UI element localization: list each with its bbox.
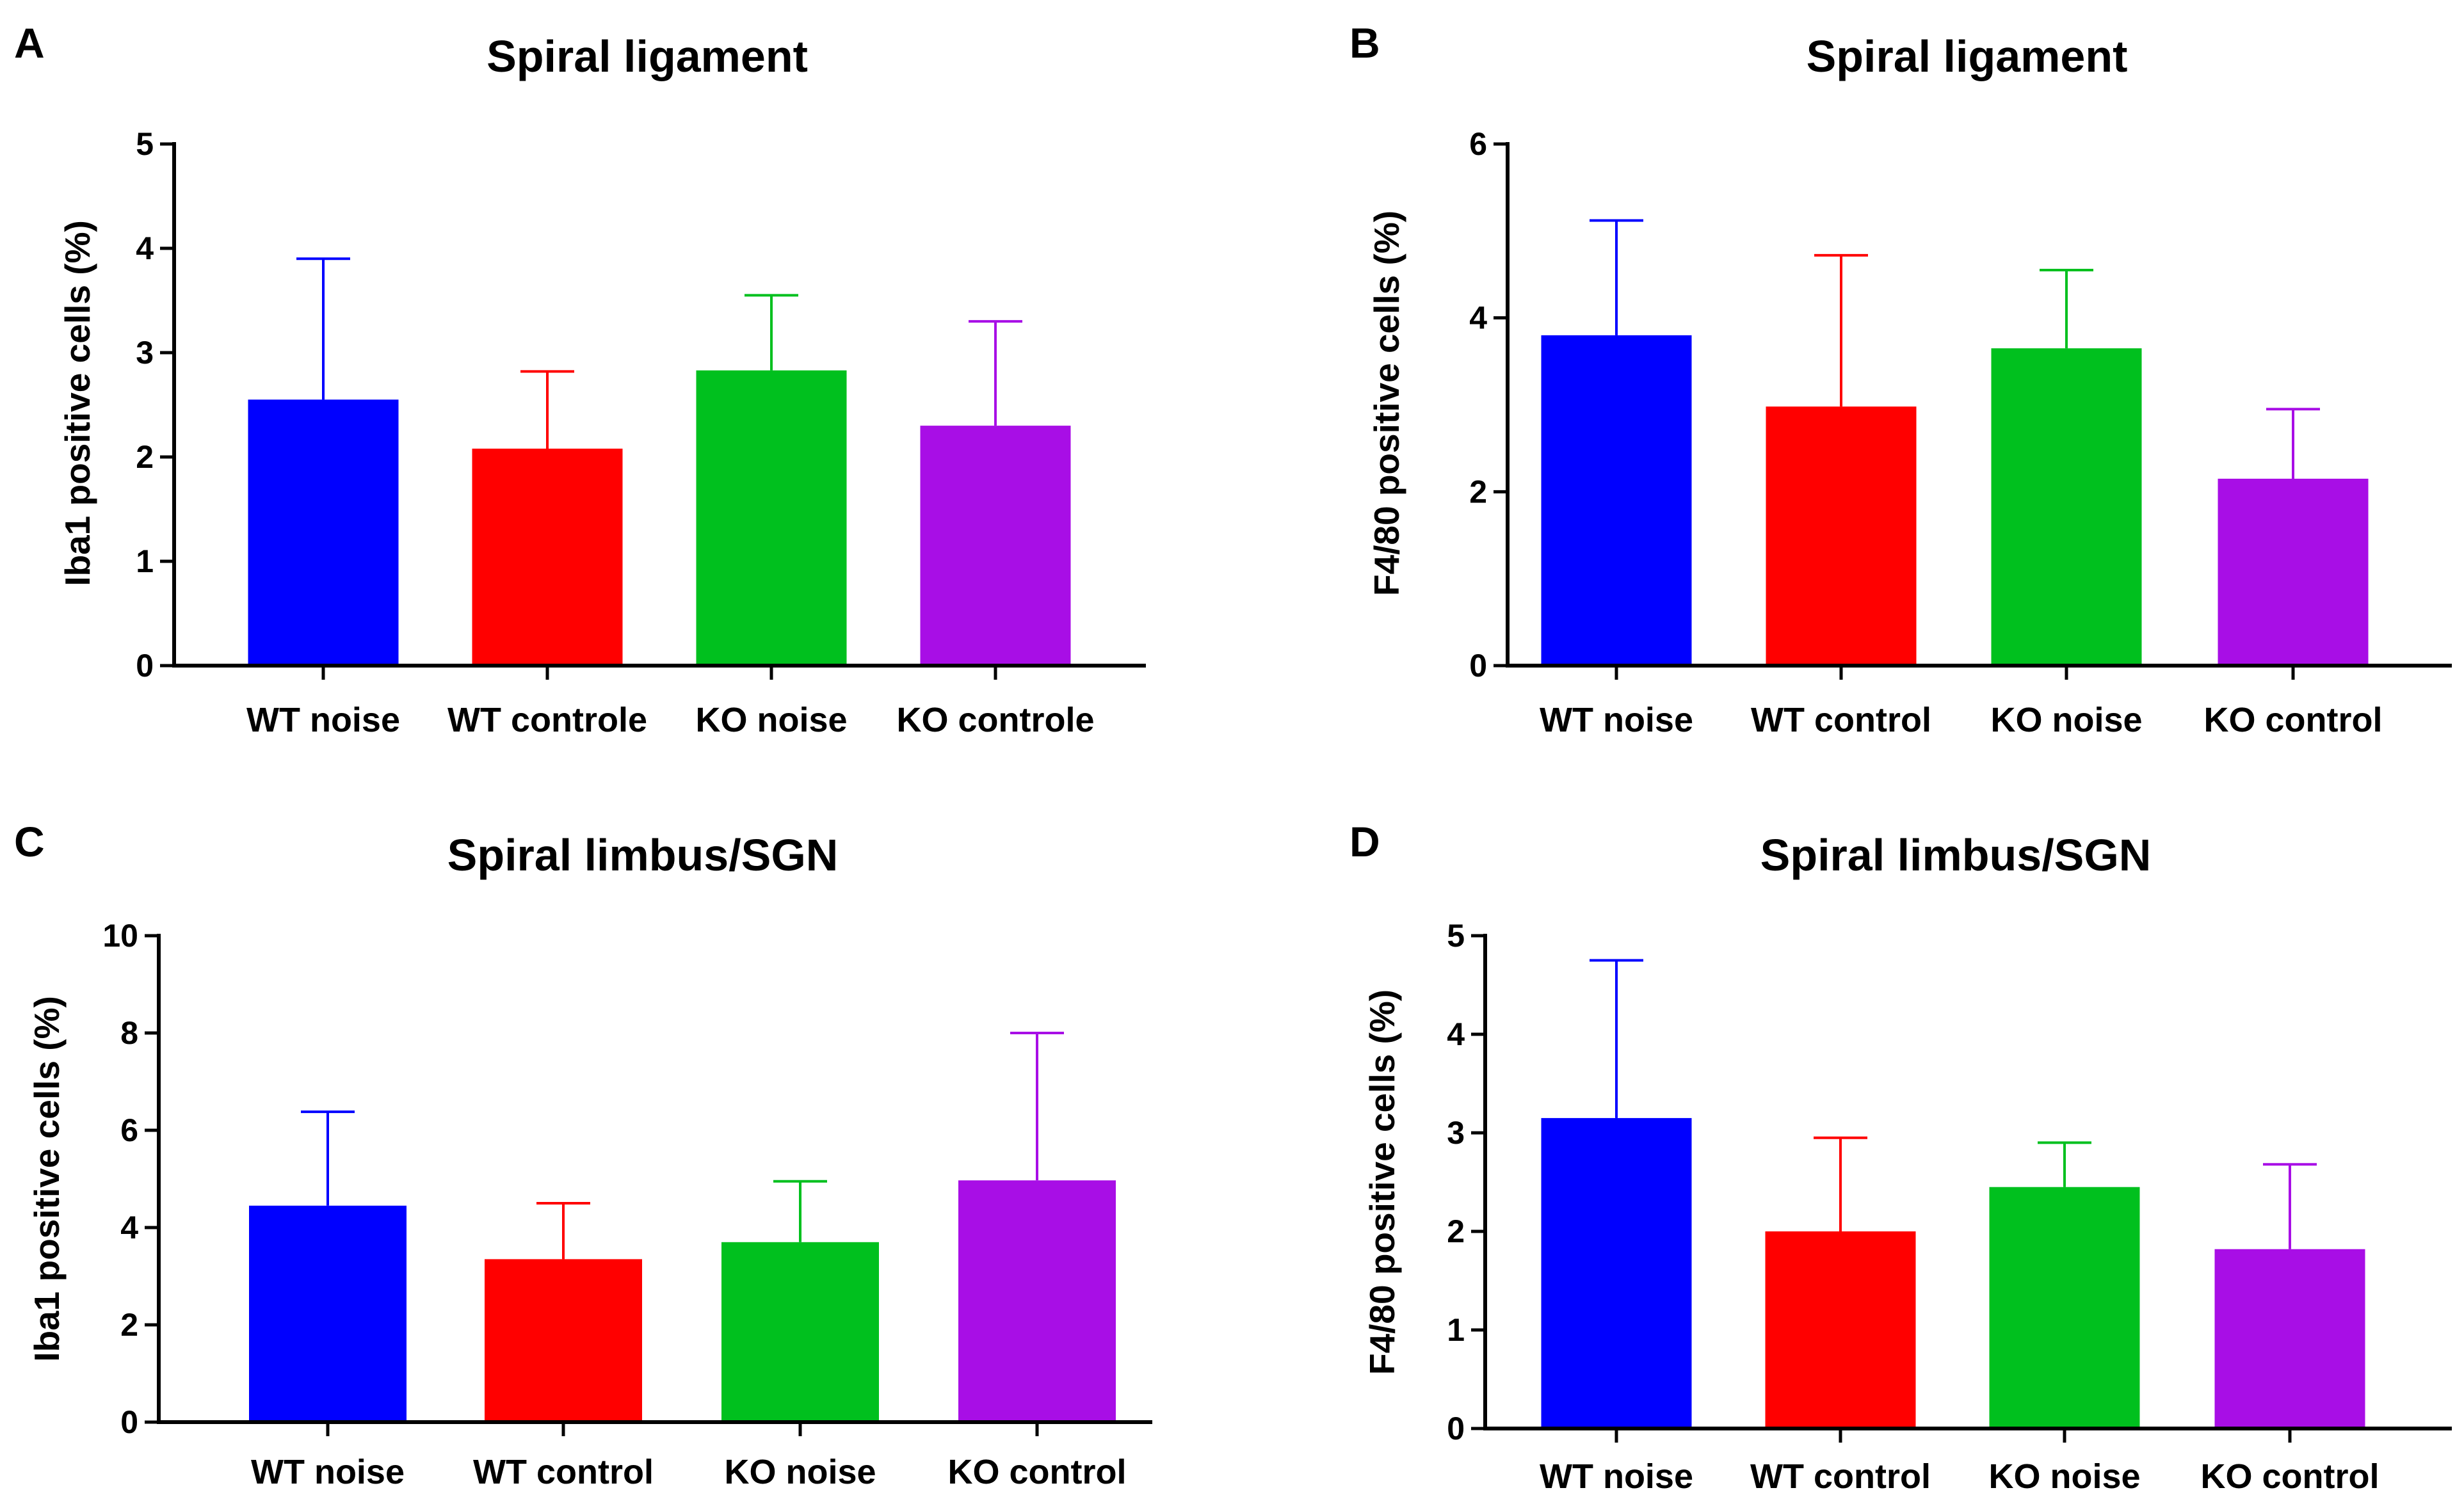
y-tick-label: 4 xyxy=(136,230,154,266)
y-tick-label: 2 xyxy=(120,1307,138,1343)
x-tick-label: WT noise xyxy=(251,1453,405,1491)
x-tick-label: WT control xyxy=(1751,701,1931,739)
bar xyxy=(696,370,847,666)
y-tick-label: 4 xyxy=(1447,1016,1465,1052)
x-tick-label: KO control xyxy=(2201,1457,2379,1496)
bar xyxy=(920,426,1071,666)
y-tick-label: 3 xyxy=(136,335,154,371)
y-axis-title: F4/80 positive cells (%) xyxy=(1362,989,1402,1375)
panel-letter: A xyxy=(14,19,45,67)
bar xyxy=(485,1259,642,1422)
x-tick-label: WT noise xyxy=(1540,1457,1693,1496)
x-tick-label: KO control xyxy=(948,1453,1127,1491)
y-tick-label: 1 xyxy=(136,543,154,579)
bar xyxy=(721,1242,879,1422)
y-axis-title: Iba1 positive cells (%) xyxy=(58,220,97,586)
bar xyxy=(1989,1187,2140,1429)
y-tick-label: 4 xyxy=(1469,300,1487,336)
bar xyxy=(958,1180,1116,1422)
panel-title: Spiral limbus/SGN xyxy=(447,830,839,880)
bar xyxy=(1541,335,1692,666)
panel-b: B Spiral ligament 0 2 4 6 WT noise WT control KO… xyxy=(1349,19,2452,739)
x-tick-label: KO noise xyxy=(695,701,847,739)
bar xyxy=(2214,1249,2365,1429)
panel-title: Spiral ligament xyxy=(1807,31,2128,81)
bar xyxy=(1766,406,1917,666)
panel-letter: C xyxy=(14,818,45,865)
x-tick-label: WT noise xyxy=(1540,701,1693,739)
y-tick-label: 2 xyxy=(1469,474,1487,509)
y-tick-label: 6 xyxy=(120,1112,138,1148)
x-tick-label: KO controle xyxy=(896,701,1094,739)
x-tick-label: KO noise xyxy=(724,1453,876,1491)
x-tick-label: WT control xyxy=(1750,1457,1931,1496)
y-tick-label: 1 xyxy=(1447,1312,1465,1348)
y-tick-label: 4 xyxy=(120,1210,138,1245)
x-tick-label: WT controle xyxy=(447,701,647,739)
bar xyxy=(2218,478,2369,666)
y-axis-title: F4/80 positive cells (%) xyxy=(1367,211,1406,596)
y-tick-label: 0 xyxy=(1447,1411,1465,1446)
y-axis-title: Iba1 positive cells (%) xyxy=(27,996,67,1362)
bar xyxy=(1765,1231,1916,1429)
panel-a: A Spiral ligament 0 1 2 3 4 5 WT noise WT control… xyxy=(14,19,1146,739)
x-tick-label: KO noise xyxy=(1990,701,2142,739)
x-tick-label: KO noise xyxy=(1988,1457,2140,1496)
y-tick-label: 5 xyxy=(136,126,154,162)
bar xyxy=(1991,348,2142,666)
y-tick-label: 10 xyxy=(102,918,138,954)
y-tick-label: 0 xyxy=(120,1404,138,1440)
x-tick-label: KO control xyxy=(2204,701,2383,739)
y-tick-label: 6 xyxy=(1469,126,1487,162)
y-tick-label: 0 xyxy=(136,648,154,684)
panel-title: Spiral limbus/SGN xyxy=(1760,830,2152,880)
y-tick-label: 0 xyxy=(1469,648,1487,684)
panel-d: D Spiral limbus/SGN 0 1 2 3 4 5 WT noise WT contr… xyxy=(1349,818,2452,1496)
panel-letter: B xyxy=(1349,19,1380,67)
panel-title: Spiral ligament xyxy=(487,31,808,81)
y-tick-label: 3 xyxy=(1447,1115,1465,1151)
x-tick-label: WT noise xyxy=(246,701,400,739)
bar xyxy=(1541,1117,1692,1429)
panel-letter: D xyxy=(1349,818,1380,865)
bar xyxy=(249,1205,407,1422)
y-tick-label: 5 xyxy=(1447,918,1465,954)
x-tick-label: WT control xyxy=(473,1453,654,1491)
bar xyxy=(248,399,399,666)
bar xyxy=(472,448,623,666)
panel-c: C Spiral limbus/SGN 0 2 4 6 8 10 WT noise WT cont… xyxy=(14,818,1152,1491)
y-tick-label: 2 xyxy=(1447,1213,1465,1249)
y-tick-label: 2 xyxy=(136,439,154,475)
y-tick-label: 8 xyxy=(120,1015,138,1051)
